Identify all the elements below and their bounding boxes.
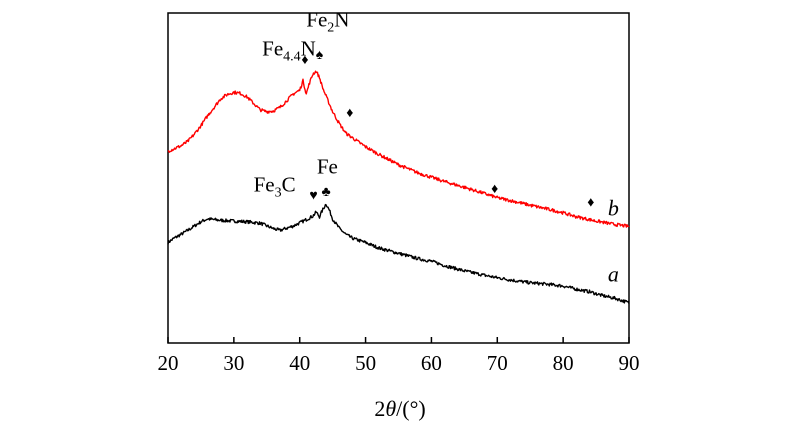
phase-label-base: Fe	[306, 8, 327, 32]
series-line-b	[167, 70, 630, 228]
phase-label-base: Fe	[254, 173, 275, 197]
phase-label: Fe3C	[254, 173, 296, 201]
x-tick-label: 70	[487, 351, 508, 375]
phase-label: Fe4.4N	[262, 36, 316, 64]
x-axis-title-symbol: θ	[385, 396, 396, 421]
curve-labels: ba	[608, 196, 619, 287]
x-tick-label: 90	[619, 351, 640, 375]
peak-marker: ♦	[346, 106, 353, 121]
x-axis-ticks	[167, 337, 630, 343]
phase-label-subscript: 2	[327, 21, 334, 36]
phase-label-suffix: N	[301, 36, 316, 60]
phase-label-suffix: N	[334, 8, 349, 32]
phase-label: Fe	[317, 154, 338, 178]
plot-frame	[167, 12, 630, 344]
peak-marker: ♠	[316, 48, 324, 63]
phase-label: Fe2N	[306, 8, 349, 36]
x-tick-label: 60	[421, 351, 442, 375]
x-tick-label: 20	[158, 351, 179, 375]
phase-label-suffix: C	[282, 173, 296, 197]
peak-marker: ♥	[309, 188, 317, 203]
x-axis-title-prefix: 2	[374, 396, 385, 421]
annotation-markers: ♦ ♠ ♦ ♦ ♦ ♥ ♣	[301, 48, 594, 211]
x-tick-label: 30	[223, 351, 244, 375]
x-tick-label: 40	[289, 351, 310, 375]
series-layer	[167, 70, 630, 304]
phase-label-subscript: 3	[275, 186, 282, 201]
phase-label-base: Fe	[262, 36, 283, 60]
curve-label-b: b	[608, 196, 619, 221]
curve-label-a: a	[608, 261, 619, 286]
x-axis-title-unit: /(°)	[396, 396, 426, 421]
peak-marker: ♦	[301, 53, 308, 68]
series-line-a	[167, 203, 630, 304]
x-tick-label: 80	[553, 351, 574, 375]
phase-label-subscript: 4.4	[283, 49, 301, 64]
peak-marker: ♣	[321, 185, 330, 200]
x-axis-title: 2θ/(°)	[374, 396, 425, 421]
x-axis-tick-labels: 20 30 40 50 60 70 80 90	[158, 351, 640, 375]
peak-marker: ♦	[587, 196, 594, 211]
x-tick-label: 50	[355, 351, 376, 375]
peak-marker: ♦	[491, 182, 498, 197]
phase-label-base: Fe	[317, 154, 338, 178]
